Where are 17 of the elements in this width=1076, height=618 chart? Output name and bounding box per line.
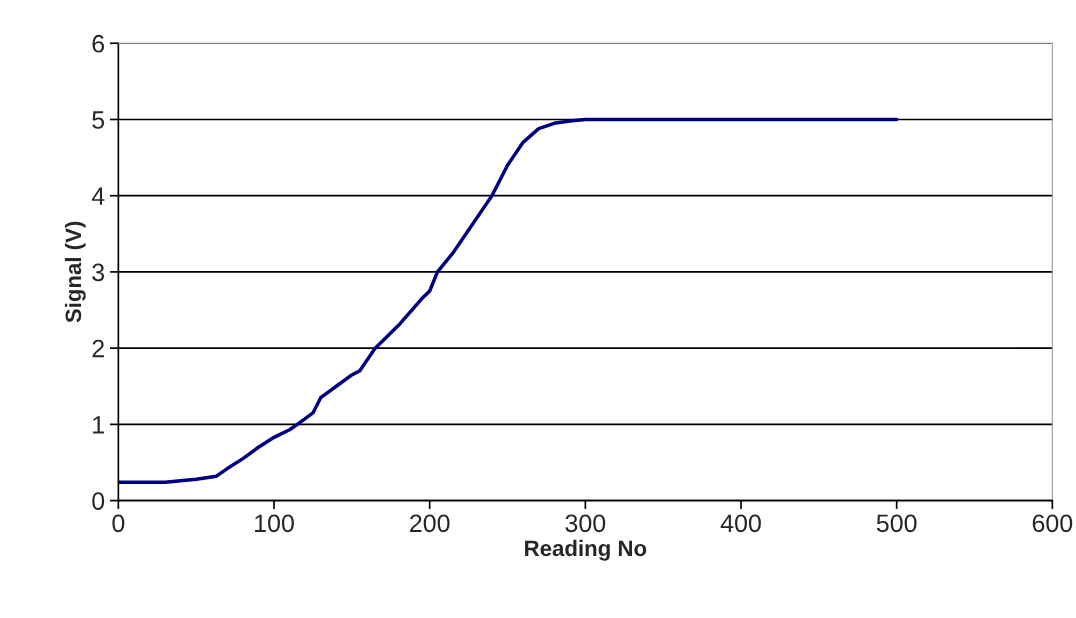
- x-tick-label: 200: [410, 514, 450, 533]
- x-tick-label: 400: [720, 514, 761, 533]
- y-tick-label: 5: [92, 111, 105, 129]
- y-tick-label: 0: [92, 492, 105, 510]
- y-tick-label: 6: [92, 34, 105, 53]
- x-axis-title: Reading No: [525, 539, 647, 561]
- x-tick-label: 500: [876, 514, 917, 533]
- x-tick-label: 600: [1032, 514, 1073, 533]
- y-tick-label: 1: [93, 416, 104, 434]
- x-tick-label: 100: [255, 514, 294, 533]
- y-tick-label: 2: [92, 339, 104, 358]
- y-tick-label: 4: [91, 187, 105, 205]
- y-axis-title: Signal (V): [64, 221, 86, 323]
- y-tick-label: 3: [92, 263, 105, 282]
- line-series: [118, 117, 899, 485]
- x-tick-label: 300: [565, 514, 606, 533]
- x-tick-label: 0: [112, 514, 125, 533]
